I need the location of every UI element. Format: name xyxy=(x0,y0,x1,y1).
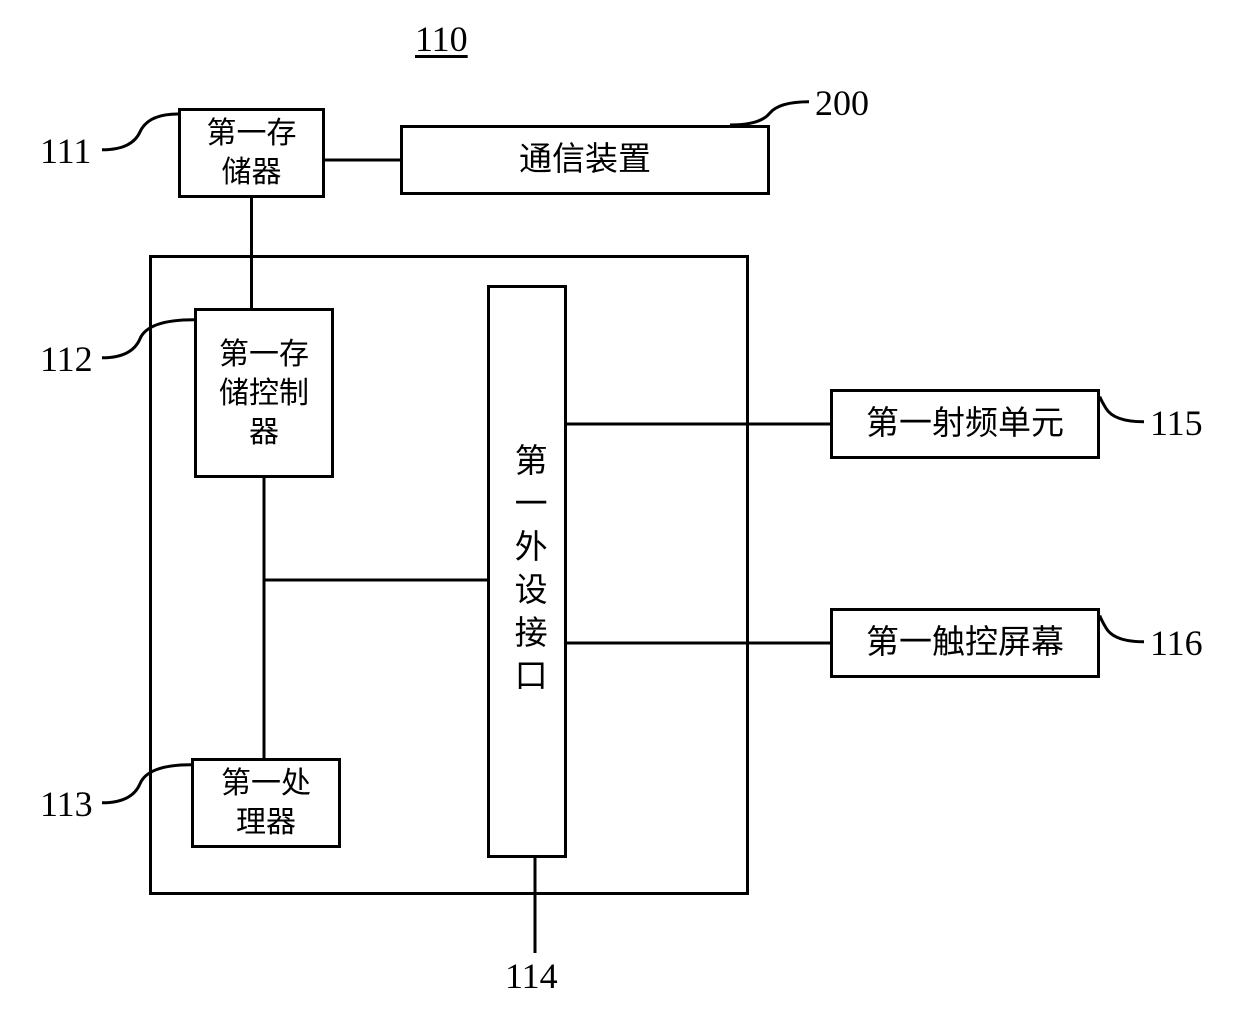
node-rf-label: 第一射频单元 xyxy=(866,403,1064,446)
ref-114: 114 xyxy=(505,955,558,997)
ref-111: 111 xyxy=(40,130,91,172)
node-processor: 第一处 理器 xyxy=(191,758,341,848)
ref-113: 113 xyxy=(40,783,93,825)
node-mem-ctrl-label: 第一存 储控制 器 xyxy=(219,335,309,452)
node-periph: 第一外设接口 xyxy=(487,285,567,858)
ref-112: 112 xyxy=(40,338,93,380)
ref-116: 116 xyxy=(1150,622,1203,664)
diagram-stage: 110 第一存 储器 通信装置 第一存 储控制 器 第一处 理器 第一外设接口 … xyxy=(0,0,1240,1009)
node-rf: 第一射频单元 xyxy=(830,389,1100,459)
node-periph-label: 第一外设接口 xyxy=(504,443,550,701)
node-comm-label: 通信装置 xyxy=(519,139,651,182)
figure-title: 110 xyxy=(415,18,468,60)
node-mem-ctrl: 第一存 储控制 器 xyxy=(194,308,334,478)
node-memory-label: 第一存 储器 xyxy=(207,114,297,192)
node-comm: 通信装置 xyxy=(400,125,770,195)
node-touch-label: 第一触控屏幕 xyxy=(866,622,1064,665)
ref-200: 200 xyxy=(815,82,869,124)
node-touch: 第一触控屏幕 xyxy=(830,608,1100,678)
node-memory: 第一存 储器 xyxy=(178,108,325,198)
node-processor-label: 第一处 理器 xyxy=(221,764,311,842)
ref-115: 115 xyxy=(1150,402,1203,444)
